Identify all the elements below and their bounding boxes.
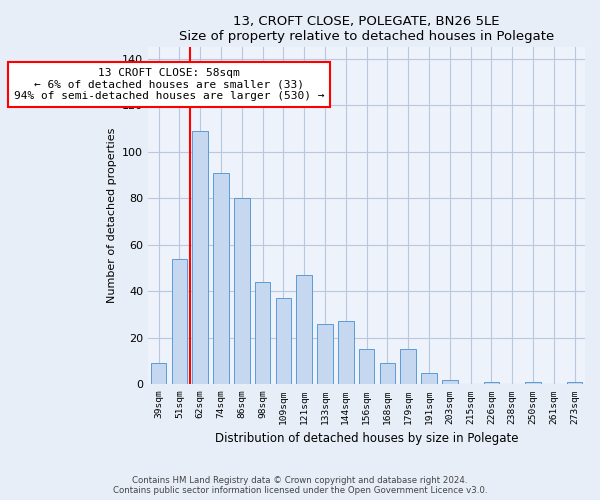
Bar — [193, 130, 208, 384]
Bar — [317, 324, 333, 384]
Bar — [484, 382, 499, 384]
Bar — [442, 380, 458, 384]
Bar — [275, 298, 291, 384]
Bar — [380, 364, 395, 384]
Bar — [213, 172, 229, 384]
Bar — [359, 350, 374, 384]
Bar — [338, 322, 353, 384]
Bar — [172, 258, 187, 384]
Bar — [525, 382, 541, 384]
Bar — [567, 382, 583, 384]
Y-axis label: Number of detached properties: Number of detached properties — [107, 128, 116, 304]
Bar — [255, 282, 271, 384]
Bar — [296, 275, 312, 384]
Text: 13 CROFT CLOSE: 58sqm
← 6% of detached houses are smaller (33)
94% of semi-detac: 13 CROFT CLOSE: 58sqm ← 6% of detached h… — [14, 68, 324, 101]
Bar — [421, 372, 437, 384]
Text: Contains HM Land Registry data © Crown copyright and database right 2024.
Contai: Contains HM Land Registry data © Crown c… — [113, 476, 487, 495]
Title: 13, CROFT CLOSE, POLEGATE, BN26 5LE
Size of property relative to detached houses: 13, CROFT CLOSE, POLEGATE, BN26 5LE Size… — [179, 15, 554, 43]
Bar — [151, 364, 166, 384]
Bar — [400, 350, 416, 384]
Bar — [234, 198, 250, 384]
X-axis label: Distribution of detached houses by size in Polegate: Distribution of detached houses by size … — [215, 432, 518, 445]
